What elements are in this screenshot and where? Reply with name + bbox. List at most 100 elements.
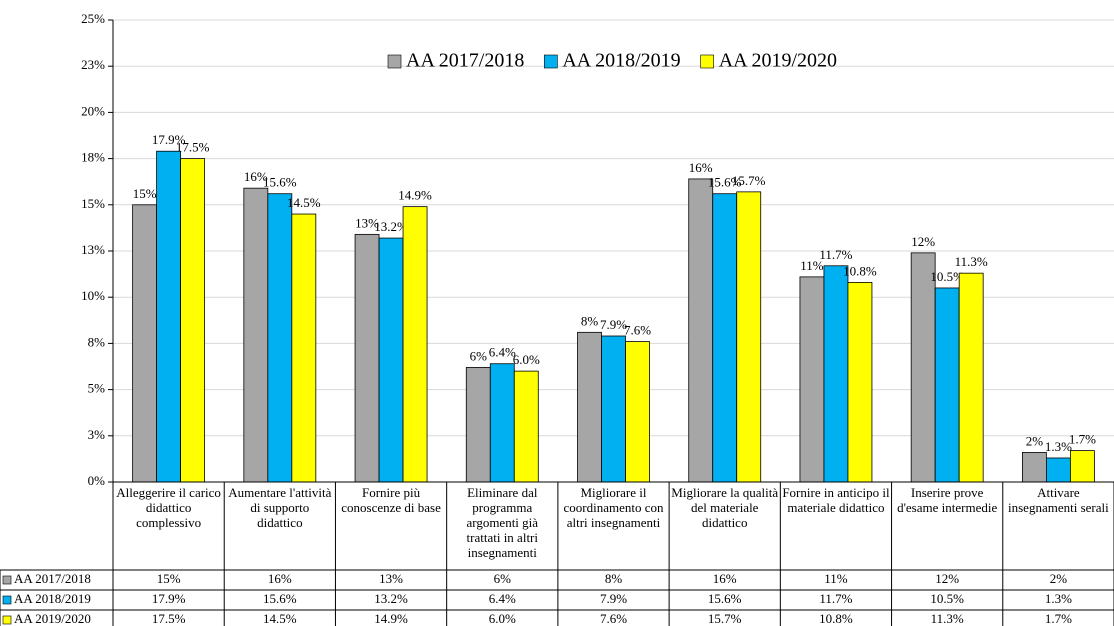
value-label: 6% — [470, 348, 488, 363]
legend-label: AA 2018/2019 — [562, 50, 680, 72]
table-cell: 8% — [605, 571, 623, 586]
value-label: 7.6% — [624, 323, 651, 338]
bar — [823, 265, 849, 483]
y-tick-label: 18% — [81, 150, 105, 165]
table-cell: 6.0% — [489, 611, 516, 626]
bar — [577, 331, 602, 483]
table-cell: 13.2% — [374, 591, 408, 606]
table-cell: 15.6% — [263, 591, 297, 606]
table-cell: 11.3% — [931, 611, 964, 626]
value-label: 6.4% — [489, 345, 516, 360]
category-cell: Attivare insegnamenti serali — [1008, 485, 1109, 515]
bar — [465, 367, 491, 483]
bar — [132, 204, 158, 483]
bar — [934, 287, 960, 483]
bar — [180, 158, 206, 483]
bar — [799, 276, 825, 483]
bar — [688, 178, 714, 483]
category-cell: Migliorare la qualità del materiale dida… — [671, 485, 779, 530]
x-tick-label: Migliorare il coordinamento con altri in… — [563, 485, 664, 530]
table-row-header: AA 2017/2018 — [14, 571, 91, 586]
x-tick-label: Inserire prove d'esame intermedie — [897, 485, 998, 515]
y-tick-label: 0% — [88, 473, 106, 488]
table-cell: 15.6% — [708, 591, 742, 606]
y-tick-label: 15% — [81, 196, 105, 211]
category-cell: Alleggerire il carico didattico compless… — [116, 485, 221, 530]
table-cell: 10.8% — [819, 611, 853, 626]
bar — [267, 193, 293, 483]
y-tick-label: 20% — [81, 103, 105, 118]
value-label: 14.9% — [398, 188, 432, 203]
bar — [1069, 450, 1095, 483]
table-cell: 16% — [268, 571, 292, 586]
value-label: 8% — [581, 313, 599, 328]
x-tick-label: Attivare insegnamenti serali — [1008, 485, 1109, 515]
value-label: 15.6% — [708, 175, 742, 190]
value-label: 1.7% — [1069, 432, 1096, 447]
legend-label: AA 2017/2018 — [406, 50, 524, 72]
table-cell: 10.5% — [930, 591, 964, 606]
bar — [513, 370, 539, 483]
value-label: 7.9% — [600, 317, 627, 332]
bar — [1045, 457, 1071, 483]
value-label: 16% — [689, 160, 713, 175]
table-cell: 11% — [824, 571, 848, 586]
category-cell: Eliminare dal programma argomenti già tr… — [466, 485, 538, 560]
table-cell: 1.7% — [1045, 611, 1072, 626]
bar — [291, 213, 317, 483]
category-cell: Fornire in anticipo il materiale didatti… — [782, 485, 889, 515]
value-label: 11.7% — [819, 247, 852, 262]
table-cell: 13% — [379, 571, 403, 586]
legend-key — [700, 54, 714, 69]
value-label: 2% — [1026, 433, 1044, 448]
y-tick-label: 23% — [81, 57, 105, 72]
category-cell: Inserire prove d'esame intermedie — [897, 485, 998, 515]
value-label: 11.3% — [955, 254, 988, 269]
bar — [243, 187, 269, 483]
table-cell: 15.7% — [708, 611, 742, 626]
value-label: 15% — [133, 186, 157, 201]
bar — [354, 233, 380, 483]
bar — [712, 193, 738, 483]
table-legend-key — [2, 615, 12, 625]
table-cell: 1.3% — [1045, 591, 1072, 606]
bar — [402, 206, 428, 483]
table-cell: 7.6% — [600, 611, 627, 626]
x-tick-label: Migliorare la qualità del materiale dida… — [671, 485, 779, 530]
bar — [625, 341, 650, 483]
table-cell: 14.5% — [263, 611, 297, 626]
y-tick-label: 10% — [81, 288, 105, 303]
value-label: 11% — [800, 258, 824, 273]
value-label: 17.9% — [152, 132, 186, 147]
table-legend-key — [2, 595, 12, 605]
table-cell: 6% — [494, 571, 512, 586]
y-tick-label: 13% — [81, 242, 105, 257]
table-legend-key — [2, 575, 12, 585]
y-tick-label: 25% — [81, 11, 105, 26]
bar — [601, 335, 626, 483]
legend-key — [387, 54, 402, 69]
value-label: 12% — [911, 234, 935, 249]
y-tick-label: 3% — [88, 427, 106, 442]
value-label: 13.2% — [374, 219, 408, 234]
value-label: 15.6% — [263, 175, 297, 190]
table-cell: 12% — [935, 571, 959, 586]
bar — [489, 363, 515, 483]
legend-key — [544, 54, 558, 69]
table-cell: 11.7% — [819, 591, 852, 606]
x-tick-label: Fornire più conoscenze di base — [341, 485, 441, 515]
table-cell: 15% — [157, 571, 181, 586]
table-cell: 17.9% — [152, 591, 186, 606]
value-label: 10.5% — [930, 269, 964, 284]
value-label: 6.0% — [513, 352, 540, 367]
bar — [847, 282, 873, 483]
bar — [910, 252, 936, 483]
x-tick-label: Aumentare l'attività di supporto didatti… — [228, 485, 332, 530]
category-cell: Migliorare il coordinamento con altri in… — [563, 485, 664, 530]
bar — [156, 150, 182, 483]
table-cell: 17.5% — [152, 611, 186, 626]
value-label: 16% — [244, 169, 268, 184]
legend: AA 2017/2018 AA 2018/2019 AA 2019/2020 — [387, 50, 837, 72]
table-cell: 6.4% — [489, 591, 516, 606]
legend-label: AA 2019/2020 — [719, 50, 837, 72]
